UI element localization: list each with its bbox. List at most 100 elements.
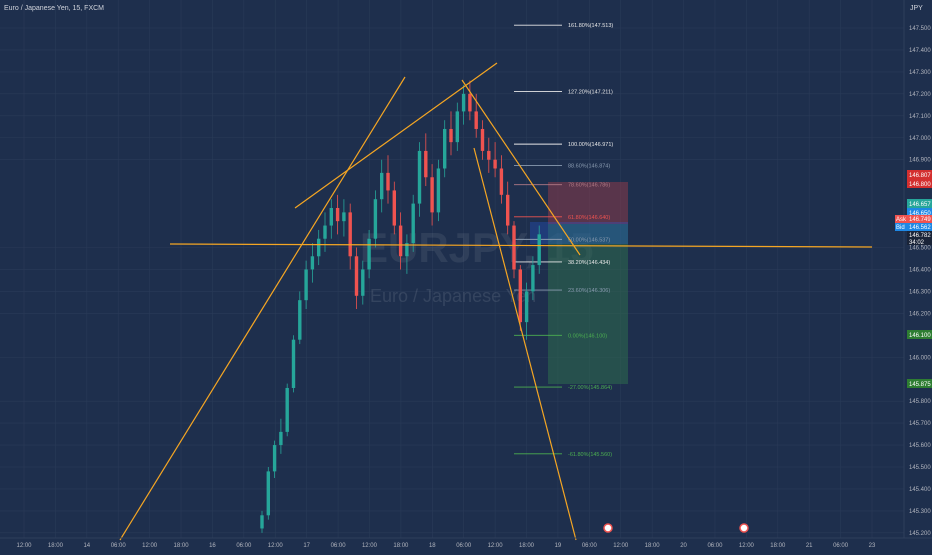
candle-body[interactable] (411, 203, 415, 244)
time-tick-label: 12:00 (613, 543, 629, 549)
candle-body[interactable] (436, 168, 441, 213)
candle-body[interactable] (474, 111, 478, 129)
price-tick-label: 146.400 (909, 267, 931, 273)
price-label-146800: 146.800 (909, 182, 931, 188)
candle-body[interactable] (405, 243, 409, 257)
fib-level-label: 38.20%(146.434) (568, 260, 610, 266)
price-tick-label: 145.600 (909, 443, 931, 449)
candle-body[interactable] (354, 256, 359, 296)
price-label-145875: 145.875 (909, 382, 931, 388)
bar-countdown: 34:02 (909, 240, 925, 246)
candle-body[interactable] (272, 445, 277, 472)
candle-body[interactable] (461, 93, 466, 112)
time-tick-label: 12:00 (142, 543, 158, 549)
candle-body[interactable] (304, 269, 308, 301)
time-tick-label: 06:00 (236, 543, 252, 549)
candle-body[interactable] (518, 269, 522, 323)
trendline-wedge-upper[interactable] (294, 62, 498, 209)
candle-body[interactable] (506, 194, 510, 226)
trendline-ascending[interactable] (119, 76, 406, 541)
candle-body[interactable] (342, 212, 346, 222)
candle-body[interactable] (531, 265, 535, 292)
time-tick-label: 06:00 (456, 543, 472, 549)
fib-level-label: 100.00%(146.971) (568, 142, 613, 148)
candle-body[interactable] (323, 225, 327, 239)
candle-body[interactable] (380, 172, 384, 200)
candle-body[interactable] (386, 172, 390, 191)
candle-body[interactable] (524, 291, 529, 323)
candle-body[interactable] (430, 177, 434, 213)
time-tick-label: 06:00 (833, 543, 849, 549)
price-tick-label: 147.400 (909, 48, 931, 54)
price-label-146100: 146.100 (909, 333, 931, 339)
candle-body[interactable] (361, 269, 365, 296)
horizontal-support-line[interactable] (169, 243, 873, 248)
time-tick-label: 20 (680, 543, 687, 549)
time-tick-label: 06:00 (707, 543, 723, 549)
price-axis[interactable]: 147.500 147.400 147.300 147.200 147.100 147.0… (909, 26, 931, 537)
candle-body[interactable] (266, 471, 270, 516)
candle-body[interactable] (367, 238, 371, 270)
fib-level-label: 88.60%(146.874) (568, 163, 610, 169)
time-tick-label: 18:00 (645, 543, 661, 549)
candle-body[interactable] (392, 190, 396, 226)
candle-body[interactable] (317, 238, 321, 257)
price-tick-label: 146.500 (909, 246, 931, 252)
candle-body[interactable] (291, 339, 296, 388)
economic-event-icon[interactable] (603, 523, 613, 533)
take-profit-zone (548, 224, 628, 384)
candle-body[interactable] (373, 199, 378, 239)
price-tick-label: 147.500 (909, 26, 931, 32)
candle-body[interactable] (348, 212, 352, 257)
candle-body[interactable] (398, 225, 403, 257)
candle-body[interactable] (512, 225, 516, 270)
candle-body[interactable] (449, 128, 453, 143)
price-tick-label: 145.200 (909, 531, 931, 537)
fib-level-label: 50.00%(146.537) (568, 237, 610, 243)
price-tick-label: 147.200 (909, 92, 931, 98)
price-tick-label: 146.900 (909, 158, 931, 164)
candle-body[interactable] (335, 207, 340, 222)
candle-body[interactable] (285, 387, 289, 432)
fib-level-label: -27.00%(145.864) (568, 385, 612, 391)
last-price: 146.782 (909, 233, 931, 239)
candle-body[interactable] (487, 150, 491, 160)
time-tick-label: 18:00 (48, 543, 64, 549)
price-tick-label: 146.300 (909, 289, 931, 295)
candle-body[interactable] (310, 256, 315, 270)
candle-body[interactable] (417, 150, 422, 204)
price-label-146650: 146.650 (909, 211, 931, 217)
grid (0, 0, 904, 538)
time-tick-label: 21 (806, 543, 813, 549)
candle-body[interactable] (537, 234, 541, 266)
ask-price: 146.749 (909, 217, 931, 223)
time-axis[interactable]: 12:00 18:00 14 06:00 12:00 18:00 16 06:00 12:00 1… (16, 543, 876, 549)
time-tick-label: 16 (209, 543, 216, 549)
bid-tag: Bid (896, 225, 905, 231)
candle-body[interactable] (298, 300, 302, 340)
candle-body[interactable] (468, 93, 472, 112)
time-tick-label: 12:00 (362, 543, 378, 549)
trendline-descending-long[interactable] (473, 147, 577, 541)
candle-body[interactable] (260, 515, 264, 529)
watermark-desc: Euro / Japanese Yen (370, 286, 536, 306)
candle-body[interactable] (455, 111, 459, 143)
fib-level-label: 0.00%(146.100) (568, 333, 607, 339)
price-tick-label: 145.400 (909, 487, 931, 493)
candle-body[interactable] (493, 159, 497, 169)
candle-body[interactable] (499, 168, 504, 195)
candle-body[interactable] (424, 150, 428, 178)
candle-body[interactable] (480, 128, 485, 151)
ask-tag: Ask (896, 217, 907, 223)
candle-body[interactable] (279, 431, 283, 446)
candle-body[interactable] (329, 207, 333, 226)
time-tick-label: 12:00 (268, 543, 284, 549)
time-tick-label: 18:00 (393, 543, 409, 549)
time-tick-label: 19 (555, 543, 562, 549)
candle-body[interactable] (443, 128, 447, 169)
economic-event-icon[interactable] (739, 523, 749, 533)
trendline-descending[interactable] (461, 79, 581, 256)
